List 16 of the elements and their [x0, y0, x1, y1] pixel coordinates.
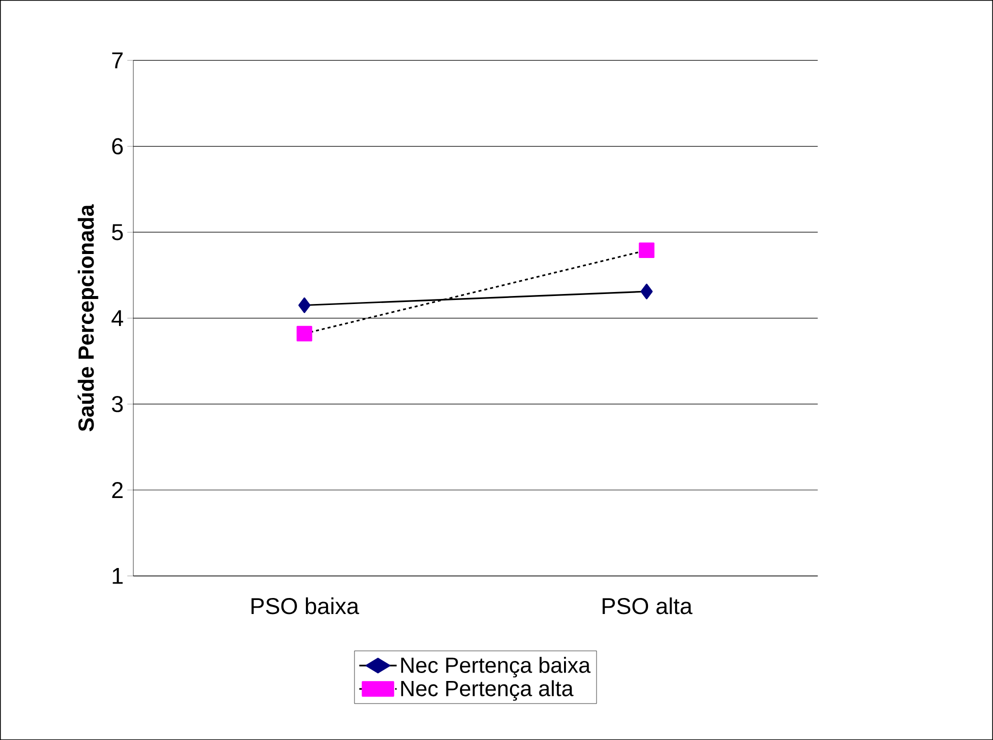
- y-tick-label: 5: [112, 224, 123, 240]
- legend-label: Nec Pertença baixa: [401, 656, 591, 678]
- point: [640, 284, 653, 300]
- y-tick-label: 3: [112, 396, 123, 412]
- point: [638, 242, 654, 258]
- point: [296, 326, 312, 342]
- y-tick-label: 6: [112, 138, 123, 154]
- x-tick-label: PSO baixa: [252, 597, 360, 614]
- y-tick-label: 4: [112, 310, 124, 326]
- y-tick-label: 2: [112, 482, 123, 498]
- x-tick-label: PSO alta: [602, 597, 692, 614]
- y-axis-title: Saúde Percepcionada: [78, 204, 98, 432]
- point: [298, 297, 310, 313]
- legend-label: Nec Pertença alta: [401, 680, 574, 701]
- y-tick-label: 7: [112, 52, 123, 68]
- y-tick-label: 1: [112, 568, 123, 584]
